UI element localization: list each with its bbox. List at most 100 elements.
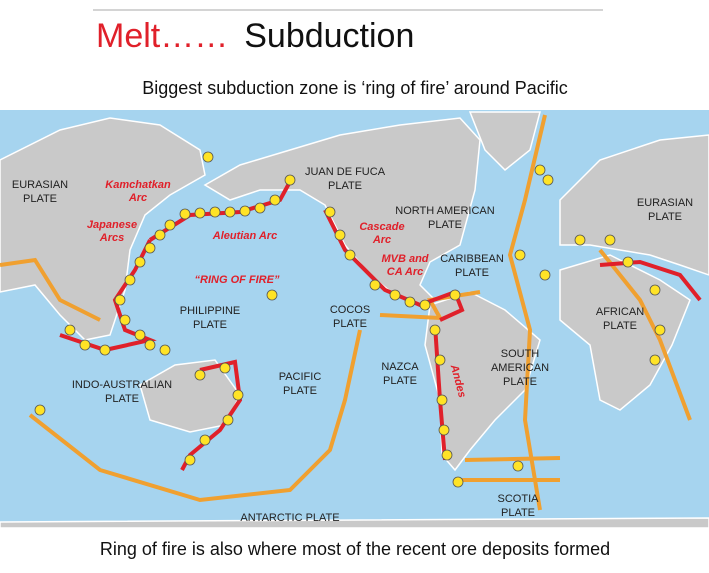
volcano xyxy=(534,164,546,176)
arc-label: Japanese Arcs xyxy=(87,219,137,244)
subtitle: Biggest subduction zone is ‘ring of fire… xyxy=(142,78,568,98)
label-line: PLATE xyxy=(193,319,227,331)
label-line: PLATE xyxy=(283,385,317,397)
east-africa-rift xyxy=(598,248,692,421)
volcano xyxy=(224,206,236,218)
label-line: “RING OF FIRE” xyxy=(195,274,280,286)
label-line: PHILIPPINE xyxy=(180,305,241,317)
volcano xyxy=(194,207,206,219)
volcano xyxy=(404,296,416,308)
volcano xyxy=(434,354,446,366)
volcano xyxy=(219,362,231,374)
volcano xyxy=(194,369,206,381)
volcano xyxy=(134,256,146,268)
plate-label: SCOTIA PLATE xyxy=(498,493,540,519)
himalaya-boundary xyxy=(0,257,101,322)
volcano xyxy=(649,284,661,296)
label-line: MVB and xyxy=(381,253,428,265)
plate-label: AFRICAN PLATE xyxy=(596,306,644,332)
plate-label: EURASIAN PLATE xyxy=(12,179,68,205)
label-line: JUAN DE FUCA xyxy=(305,166,386,178)
volcano xyxy=(184,454,196,466)
volcano xyxy=(284,174,296,186)
plate-label: NAZCA PLATE xyxy=(381,361,419,387)
volcano xyxy=(134,329,146,341)
plate-label: NORTH AMERICAN PLATE xyxy=(395,205,494,231)
label-line: Japanese xyxy=(87,219,137,231)
label-line: AFRICAN xyxy=(596,306,644,318)
volcano xyxy=(144,242,156,254)
label-line: SCOTIA xyxy=(498,493,540,505)
map xyxy=(0,110,709,529)
label-line: PLATE xyxy=(23,193,57,205)
volcano xyxy=(369,279,381,291)
label-line: CARIBBEAN xyxy=(440,253,504,265)
label-line: NAZCA xyxy=(381,361,419,373)
volcano xyxy=(114,294,126,306)
label-line: Arc xyxy=(372,234,391,246)
label-line: Cascade xyxy=(359,221,404,233)
volcano xyxy=(436,394,448,406)
arc-label: Aleutian Arc xyxy=(212,230,277,242)
label-line: PLATE xyxy=(501,507,535,519)
label-line: Arcs xyxy=(99,232,124,244)
arc-label: “RING OF FIRE” xyxy=(195,274,280,286)
label-line: PLATE xyxy=(648,211,682,223)
label-line: EURASIAN xyxy=(637,197,693,209)
plate-label: COCOS PLATE xyxy=(330,304,370,330)
volcano xyxy=(512,460,524,472)
volcano xyxy=(34,404,46,416)
label-line: PLATE xyxy=(333,318,367,330)
label-line: SOUTH xyxy=(501,348,540,360)
volcano xyxy=(232,389,244,401)
label-line: AMERICAN xyxy=(491,362,549,374)
volcano xyxy=(99,344,111,356)
arc-label: Kamchatkan Arc xyxy=(105,179,171,204)
volcano xyxy=(154,229,166,241)
plate-label: PACIFIC PLATE xyxy=(279,371,322,397)
label-line: INDO-AUSTRALIAN xyxy=(72,379,172,391)
label-line: PLATE xyxy=(503,376,537,388)
volcano xyxy=(622,256,634,268)
plate-label: SOUTH AMERICAN PLATE xyxy=(491,348,549,388)
plate-label: PHILIPPINE PLATE xyxy=(180,305,241,331)
volcano xyxy=(269,194,281,206)
label-line: CA Arc xyxy=(387,266,423,278)
plate-label: CARIBBEAN PLATE xyxy=(440,253,504,279)
label-line: EURASIAN xyxy=(12,179,68,191)
volcano xyxy=(64,324,76,336)
plate-label: ANTARCTIC PLATE xyxy=(240,512,339,524)
volcano xyxy=(79,339,91,351)
volcano xyxy=(574,234,586,246)
volcano xyxy=(266,289,278,301)
map-labels: EURASIAN PLATE JUAN DE FUCA PLATE NORTH AMER… xyxy=(12,166,693,524)
label-line: PACIFIC xyxy=(279,371,322,383)
label-line: PLATE xyxy=(455,267,489,279)
volcano xyxy=(654,324,666,336)
volcano xyxy=(164,219,176,231)
volcano xyxy=(144,339,156,351)
volcano xyxy=(324,206,336,218)
volcano xyxy=(199,434,211,446)
volcano xyxy=(514,249,526,261)
label-line: Arc xyxy=(128,192,147,204)
volcano xyxy=(542,174,554,186)
volcano xyxy=(239,205,251,217)
caption: Ring of fire is also where most of the r… xyxy=(100,539,610,559)
title: Melt…… Subduction xyxy=(96,17,414,55)
north-america xyxy=(203,117,481,306)
plate-label: INDO-AUSTRALIAN PLATE xyxy=(72,379,172,405)
volcano xyxy=(604,234,616,246)
label-line: Kamchatkan xyxy=(105,179,171,191)
antarctica xyxy=(0,517,709,529)
volcano xyxy=(179,208,191,220)
volcano xyxy=(209,206,221,218)
volcano xyxy=(449,289,461,301)
volcano xyxy=(254,202,266,214)
label-line: PLATE xyxy=(383,375,417,387)
volcano xyxy=(344,249,356,261)
title-red: Melt…… xyxy=(96,17,228,55)
greenland xyxy=(468,111,541,172)
label-line: COCOS xyxy=(330,304,370,316)
